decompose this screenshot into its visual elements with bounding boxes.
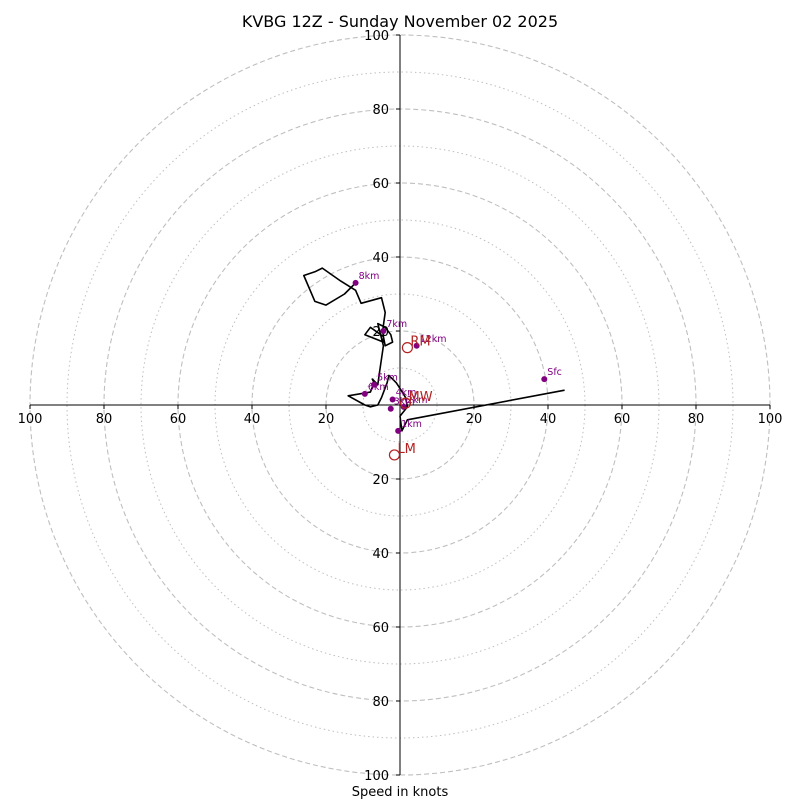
y-tick-label-top: 100 [364,29,389,44]
wind-trace [302,267,565,432]
x-tick-label-left: 80 [96,412,113,427]
x-tick-label-right: 40 [540,412,557,427]
height-label-1km: 1km [401,419,422,430]
height-label-sfc: Sfc [547,367,562,378]
x-axis-label: Speed in knots [352,785,449,800]
x-tick-label-left: 20 [318,412,335,427]
height-point-12km [413,342,420,349]
axes [30,35,770,775]
y-tick-label-bottom: 80 [372,695,389,710]
height-point-3km [387,405,394,412]
y-tick-label-top: 40 [372,251,389,266]
x-tick-label-right: 20 [466,412,483,427]
x-tick-label-left: 40 [244,412,261,427]
motion-label-rm: RM [410,335,430,350]
height-label-12km: 12km [420,334,447,345]
height-point-1km [395,427,402,434]
height-point-4km [389,396,396,403]
height-point-8km [352,279,359,286]
height-point-sfc [541,376,548,383]
x-tick-label-left: 100 [18,412,43,427]
motion-label-mw: MW [409,390,433,405]
y-tick-label-top: 60 [372,177,389,192]
y-tick-label-bottom: 40 [372,547,389,562]
height-label-5km: 5km [377,373,398,384]
y-tick-label-bottom: 20 [372,473,389,488]
y-tick-label-bottom: 100 [364,769,389,784]
height-point-5km [371,381,378,388]
height-label-7km: 7km [386,319,407,330]
height-point-6km [361,390,368,397]
motion-point-mw [399,397,412,409]
y-tick-label-top: 80 [372,103,389,118]
height-label-3km: 3km [394,397,415,408]
height-label-8km: 8km [359,271,380,282]
x-tick-label-right: 80 [688,412,705,427]
motion-label-lm: LM [397,442,415,457]
chart-title: KVBG 12Z - Sunday November 02 2025 [242,12,558,31]
y-tick-label-bottom: 60 [372,621,389,636]
height-label-2km: 2km [407,395,428,406]
height-label-4km: 4km [396,387,417,398]
storm-motion-markers: RM MW LM [388,335,433,461]
motion-point-lm [388,449,401,461]
height-point-7km [380,328,387,334]
height-label-6km: 6km [368,382,389,393]
x-tick-label-right: 60 [614,412,631,427]
x-tick-label-right: 100 [758,412,783,427]
motion-point-rm [401,342,413,354]
x-tick-label-left: 60 [170,412,187,427]
hodograph-line [302,267,565,432]
